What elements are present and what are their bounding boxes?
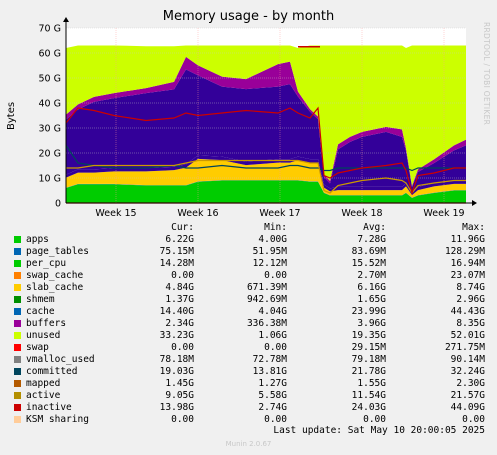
chart-title: Memory usage - by month (162, 9, 335, 24)
x-tick-label: Week 17 (259, 208, 300, 219)
y-axis-arrow (63, 17, 69, 22)
y-tick-label: 30 G (39, 124, 61, 135)
line-committed (65, 145, 466, 172)
x-tick-label: Week 16 (177, 208, 218, 219)
area-buffers (66, 56, 466, 188)
area-apps (66, 180, 466, 203)
line-active (66, 159, 466, 195)
munin-version: Munin 2.0.67 (225, 440, 272, 448)
line-inactive (65, 106, 466, 196)
area-unused (66, 45, 466, 186)
y-tick-label: 70 G (39, 24, 61, 35)
area-shmem (66, 155, 466, 196)
y-tick-label: 10 G (39, 174, 61, 185)
x-tick-label: Week 15 (95, 208, 136, 219)
y-tick-label: 40 G (39, 99, 61, 110)
y-tick-label: 50 G (39, 74, 61, 85)
y-tick-label: 20 G (39, 149, 61, 160)
x-tick-label: Week 19 (423, 208, 464, 219)
x-axis-arrow (472, 200, 477, 206)
y-tick-label: 60 G (39, 49, 61, 60)
last-update: Last update: Sat May 10 20:00:05 2025 (273, 425, 485, 436)
x-tick-label: Week 18 (341, 208, 382, 219)
area-cache (66, 69, 466, 193)
y-tick-label: 0 (55, 199, 61, 210)
